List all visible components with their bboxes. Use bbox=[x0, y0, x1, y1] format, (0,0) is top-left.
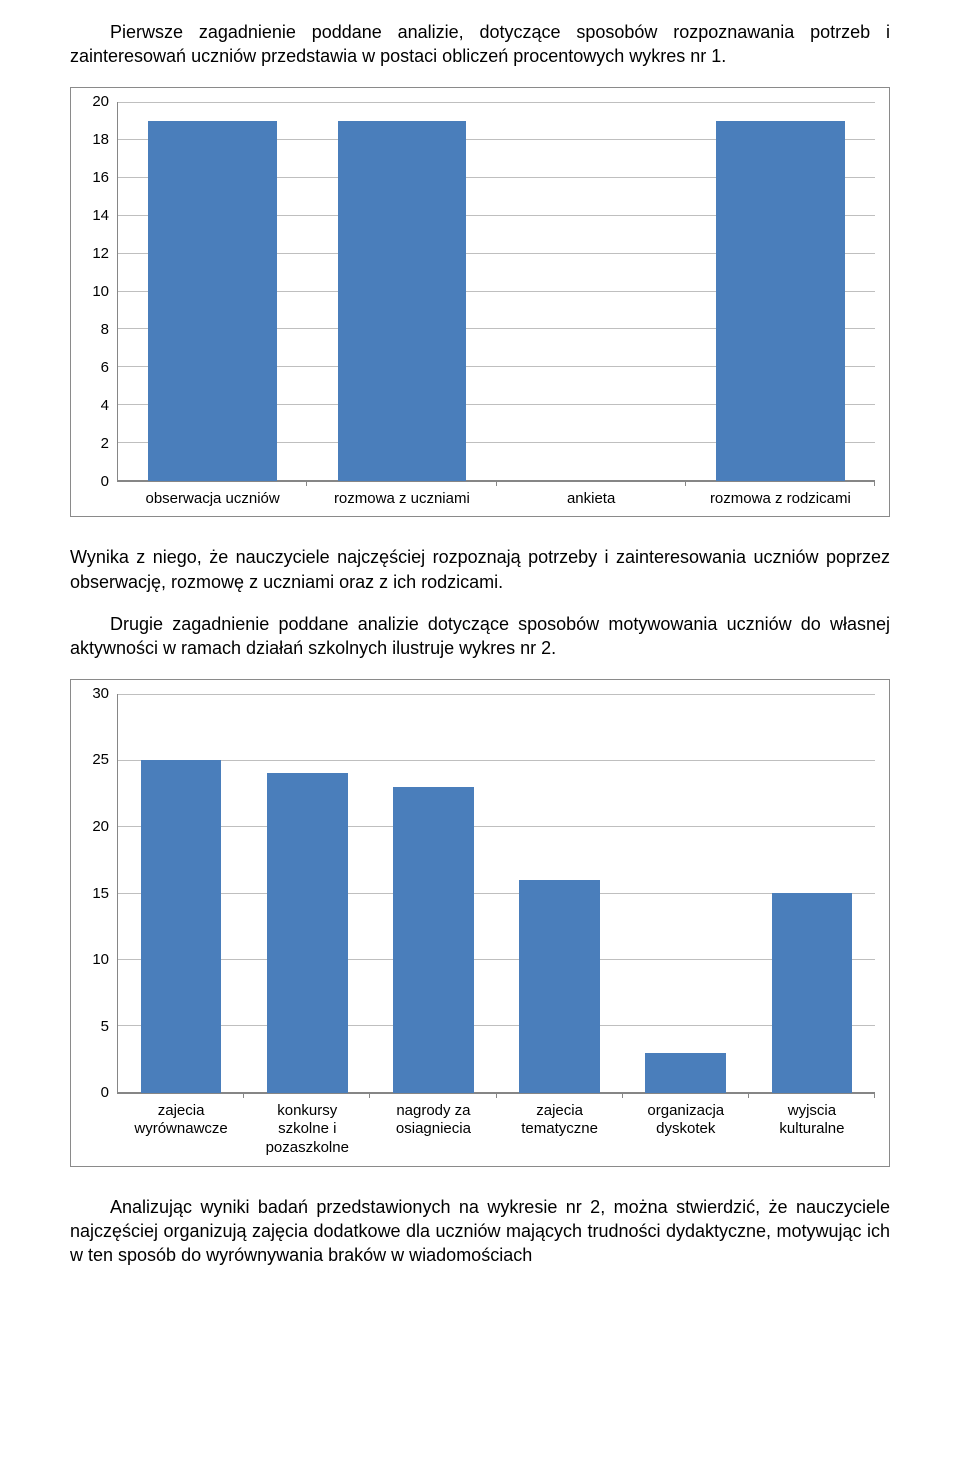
x-tick-label: nagrody za osiagniecia bbox=[370, 1094, 496, 1160]
bar-slot bbox=[244, 694, 370, 1093]
chart-1-plot-area bbox=[117, 102, 875, 482]
chart-2-plot-area bbox=[117, 694, 875, 1094]
bar-slot bbox=[497, 694, 623, 1093]
bar-slot bbox=[118, 102, 307, 481]
intro-paragraph: Pierwsze zagadnienie poddane analizie, d… bbox=[70, 20, 890, 69]
bar bbox=[716, 121, 845, 481]
chart-1-x-labels: obserwacja uczniówrozmowa z uczniamianki… bbox=[117, 482, 875, 511]
middle-paragraph-a: Wynika z niego, że nauczyciele najczęści… bbox=[70, 545, 890, 594]
bar-slot bbox=[118, 694, 244, 1093]
bar bbox=[393, 787, 474, 1093]
bar bbox=[141, 760, 222, 1093]
bar-slot bbox=[623, 694, 749, 1093]
x-tick-label: organizacja dyskotek bbox=[623, 1094, 749, 1160]
chart-2-x-spacer bbox=[85, 1094, 117, 1160]
bar-slot bbox=[497, 102, 686, 481]
middle-paragraph-b: Drugie zagadnienie poddane analizie doty… bbox=[70, 612, 890, 661]
x-tick-label: rozmowa z uczniami bbox=[307, 482, 496, 511]
chart-1-y-axis: 20181614121086420 bbox=[85, 102, 117, 482]
x-tick-label: wyjscia kulturalne bbox=[749, 1094, 875, 1160]
x-tick-label: zajecia wyrównawcze bbox=[118, 1094, 244, 1160]
x-tick-label: ankieta bbox=[497, 482, 686, 511]
bar-slot bbox=[686, 102, 875, 481]
x-tick-label: konkursy szkolne i pozaszkolne bbox=[244, 1094, 370, 1160]
chart-1-bars bbox=[118, 102, 875, 481]
x-tick-label: obserwacja uczniów bbox=[118, 482, 307, 511]
bar bbox=[338, 121, 467, 481]
closing-paragraph: Analizując wyniki badań przedstawionych … bbox=[70, 1195, 890, 1268]
bar bbox=[267, 773, 348, 1092]
bar bbox=[772, 893, 853, 1093]
bar bbox=[645, 1053, 726, 1093]
chart-2-x-labels: zajecia wyrównawczekonkursy szkolne i po… bbox=[117, 1094, 875, 1160]
x-tick-label: zajecia tematyczne bbox=[497, 1094, 623, 1160]
x-tick-label: rozmowa z rodzicami bbox=[686, 482, 875, 511]
chart-1: 20181614121086420 obserwacja uczniówrozm… bbox=[70, 87, 890, 518]
bar-slot bbox=[370, 694, 496, 1093]
bar bbox=[519, 880, 600, 1093]
chart-2-bars bbox=[118, 694, 875, 1093]
bar-slot bbox=[307, 102, 496, 481]
chart-2: 302520151050 zajecia wyrównawczekonkursy… bbox=[70, 679, 890, 1167]
chart-2-y-axis: 302520151050 bbox=[85, 694, 117, 1094]
bar-slot bbox=[749, 694, 875, 1093]
bar bbox=[148, 121, 277, 481]
